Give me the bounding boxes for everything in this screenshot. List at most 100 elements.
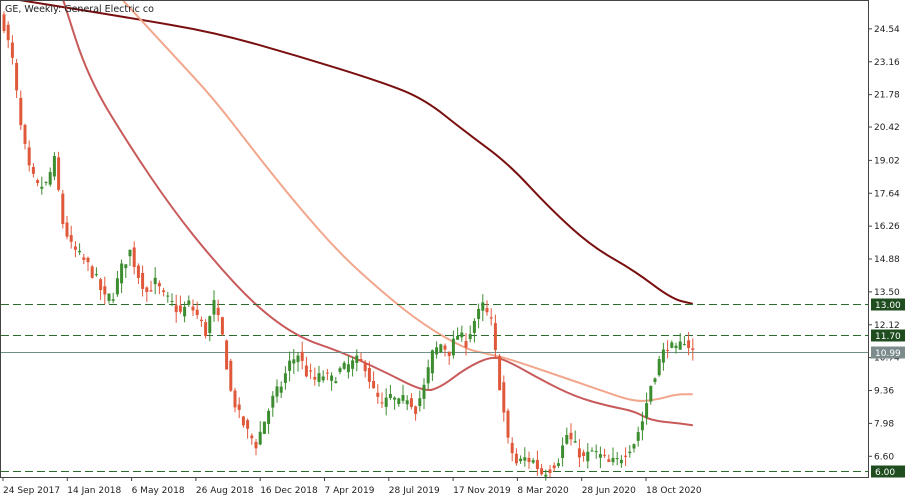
- candle-body: [288, 360, 292, 371]
- candle-body: [225, 340, 229, 370]
- candle: [556, 458, 560, 469]
- candle-body: [422, 384, 426, 399]
- candle-body: [657, 358, 661, 376]
- candle: [153, 267, 157, 295]
- candle-body: [44, 181, 48, 183]
- candle: [162, 287, 166, 297]
- candle: [271, 391, 275, 417]
- candle-body: [246, 420, 250, 429]
- candle-body: [19, 97, 23, 126]
- candle: [477, 303, 481, 329]
- candle: [582, 449, 586, 462]
- candle-body: [107, 293, 111, 301]
- candle: [346, 355, 350, 379]
- candle: [418, 390, 422, 412]
- candle: [498, 353, 502, 391]
- x-tick-label: 14 Jan 2018: [67, 486, 121, 496]
- candle: [535, 450, 539, 476]
- candle-body: [472, 320, 476, 333]
- y-tick-label: 19.02: [874, 156, 900, 166]
- candle-body: [283, 373, 287, 383]
- x-tick-label: 24 Sep 2017: [3, 486, 60, 496]
- candle-body: [275, 386, 279, 397]
- candle: [27, 140, 31, 172]
- candle: [313, 367, 317, 386]
- candle: [607, 454, 611, 463]
- candle: [531, 457, 535, 464]
- candle-body: [640, 421, 644, 431]
- candle-body: [69, 235, 73, 242]
- candle-body: [535, 459, 539, 469]
- y-tick-label: 24.54: [874, 25, 900, 35]
- candle: [94, 267, 98, 277]
- candle: [464, 332, 468, 356]
- candle: [351, 356, 355, 377]
- candle-body: [380, 402, 384, 404]
- candle-body: [645, 403, 649, 418]
- candle-body: [204, 322, 208, 336]
- candle: [241, 415, 245, 428]
- candle-body: [99, 279, 103, 291]
- candle: [632, 443, 636, 453]
- candle: [31, 162, 35, 178]
- candle: [485, 300, 489, 316]
- candle-body: [590, 450, 594, 452]
- x-tick-label: 7 Apr 2019: [325, 486, 375, 496]
- candle-body: [237, 404, 241, 410]
- candle: [61, 189, 65, 229]
- x-tick-label: 28 Jul 2019: [389, 486, 440, 496]
- candle-body: [57, 157, 61, 190]
- candle: [338, 366, 342, 375]
- candle-body: [178, 305, 182, 312]
- y-tick-label: 7.98: [874, 419, 894, 429]
- candle: [624, 447, 628, 466]
- candle-body: [569, 432, 573, 440]
- candle: [120, 259, 124, 293]
- candle-body: [267, 410, 271, 424]
- candle: [191, 299, 195, 316]
- level-box-13.00: [871, 298, 905, 311]
- candle: [439, 343, 443, 354]
- candle-body: [451, 338, 455, 356]
- candle-body: [157, 283, 161, 287]
- candle: [405, 395, 409, 411]
- candle: [598, 446, 602, 469]
- candle-body: [456, 335, 460, 340]
- candle: [44, 181, 48, 186]
- candle: [170, 293, 174, 307]
- candle: [468, 325, 472, 343]
- candle-body: [628, 451, 632, 454]
- candle-body: [115, 278, 119, 295]
- y-tick-label: 6.60: [874, 452, 894, 462]
- candle-body: [460, 332, 464, 338]
- candle-body: [321, 376, 325, 381]
- candle-body: [250, 435, 254, 439]
- candle-body: [611, 457, 615, 463]
- candle-body: [426, 367, 430, 384]
- candle: [250, 433, 254, 445]
- candle: [128, 249, 132, 266]
- candle: [682, 336, 686, 346]
- candle: [132, 241, 136, 275]
- candle-body: [317, 373, 321, 382]
- candle: [472, 318, 476, 343]
- candle: [443, 343, 447, 357]
- candle-body: [409, 398, 413, 407]
- candle: [216, 299, 220, 322]
- candle-body: [464, 341, 468, 348]
- candle-body: [372, 381, 376, 389]
- candle: [103, 276, 107, 305]
- candle: [657, 356, 661, 377]
- price-axis: 24.54 23.16 21.78 20.42 19.02 17.64 16.26 14.88…: [868, 25, 900, 462]
- candle-body: [120, 263, 124, 284]
- candle: [569, 423, 573, 446]
- candle-body: [94, 274, 98, 276]
- candle: [451, 330, 455, 359]
- candle-body: [598, 454, 602, 458]
- current-price-label: 10.99: [875, 349, 901, 359]
- candle-body: [439, 344, 443, 353]
- candle-body: [418, 398, 422, 407]
- candle-body: [573, 441, 577, 443]
- candle: [645, 392, 649, 425]
- candle-body: [561, 445, 565, 459]
